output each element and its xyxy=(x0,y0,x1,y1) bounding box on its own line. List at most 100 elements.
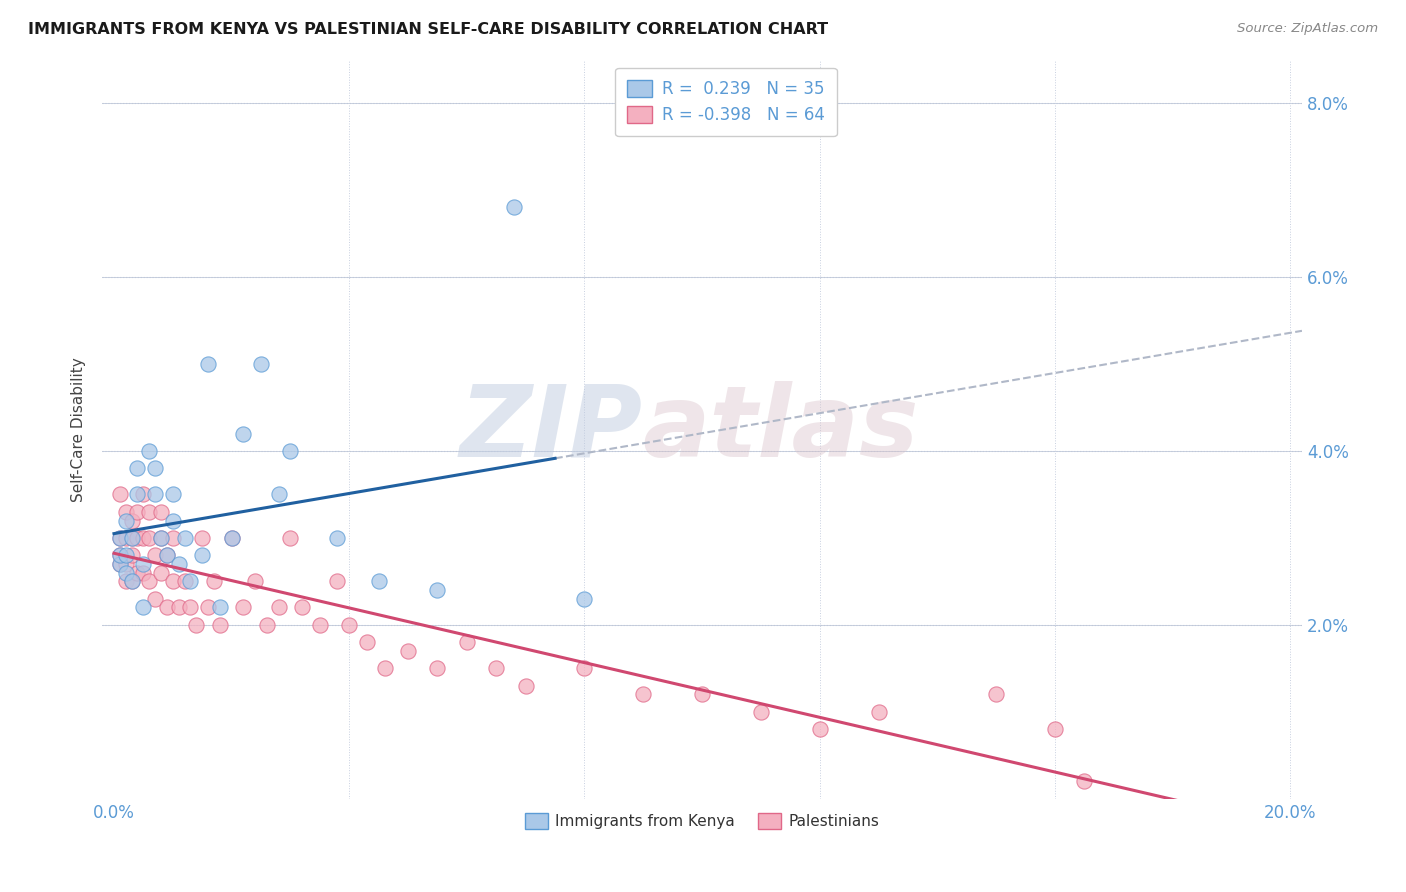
Point xyxy=(808,723,831,737)
Point xyxy=(108,557,131,571)
Point xyxy=(502,201,524,215)
Point xyxy=(121,514,143,528)
Point xyxy=(143,461,166,475)
Point xyxy=(150,505,173,519)
Point xyxy=(150,531,173,545)
Point xyxy=(108,557,131,571)
Point xyxy=(173,531,195,545)
Point xyxy=(356,635,378,649)
Point xyxy=(1043,723,1066,737)
Point xyxy=(208,618,231,632)
Point xyxy=(108,531,131,545)
Point xyxy=(156,600,179,615)
Point xyxy=(396,644,419,658)
Point xyxy=(221,531,243,545)
Point xyxy=(127,461,149,475)
Point xyxy=(267,487,290,501)
Point xyxy=(162,514,184,528)
Point xyxy=(426,583,449,598)
Point xyxy=(108,531,131,545)
Point xyxy=(138,574,160,589)
Point xyxy=(690,688,713,702)
Point xyxy=(202,574,225,589)
Point xyxy=(485,661,508,675)
Point xyxy=(291,600,314,615)
Point xyxy=(232,426,254,441)
Point xyxy=(243,574,266,589)
Point xyxy=(167,557,190,571)
Point xyxy=(574,661,596,675)
Point xyxy=(456,635,478,649)
Point xyxy=(256,618,278,632)
Point xyxy=(114,574,136,589)
Point xyxy=(208,600,231,615)
Point xyxy=(191,531,214,545)
Point xyxy=(121,531,143,545)
Point xyxy=(114,531,136,545)
Point xyxy=(121,574,143,589)
Text: ZIP: ZIP xyxy=(460,381,643,478)
Point xyxy=(167,600,190,615)
Point xyxy=(173,574,195,589)
Point xyxy=(232,600,254,615)
Point xyxy=(162,487,184,501)
Point xyxy=(280,531,302,545)
Point xyxy=(138,444,160,458)
Point xyxy=(108,549,131,563)
Point xyxy=(367,574,389,589)
Point xyxy=(132,557,155,571)
Point xyxy=(114,505,136,519)
Point xyxy=(308,618,330,632)
Point xyxy=(337,618,360,632)
Point xyxy=(121,574,143,589)
Point xyxy=(150,566,173,580)
Point xyxy=(150,531,173,545)
Point xyxy=(114,557,136,571)
Point xyxy=(156,549,179,563)
Point xyxy=(191,549,214,563)
Point xyxy=(984,688,1007,702)
Point xyxy=(143,591,166,606)
Point xyxy=(114,514,136,528)
Point xyxy=(156,549,179,563)
Point xyxy=(132,531,155,545)
Point xyxy=(127,566,149,580)
Legend: Immigrants from Kenya, Palestinians: Immigrants from Kenya, Palestinians xyxy=(519,807,886,836)
Point xyxy=(108,549,131,563)
Point xyxy=(267,600,290,615)
Point xyxy=(197,600,219,615)
Point xyxy=(186,618,208,632)
Text: IMMIGRANTS FROM KENYA VS PALESTINIAN SELF-CARE DISABILITY CORRELATION CHART: IMMIGRANTS FROM KENYA VS PALESTINIAN SEL… xyxy=(28,22,828,37)
Point xyxy=(868,705,890,719)
Point xyxy=(426,661,449,675)
Point xyxy=(326,574,349,589)
Point xyxy=(250,357,273,371)
Point xyxy=(114,549,136,563)
Point xyxy=(114,566,136,580)
Point xyxy=(143,487,166,501)
Point xyxy=(132,566,155,580)
Point xyxy=(127,505,149,519)
Y-axis label: Self-Care Disability: Self-Care Disability xyxy=(72,357,86,501)
Point xyxy=(179,574,201,589)
Point xyxy=(515,679,537,693)
Point xyxy=(132,487,155,501)
Point xyxy=(326,531,349,545)
Point xyxy=(197,357,219,371)
Point xyxy=(162,574,184,589)
Point xyxy=(373,661,395,675)
Point xyxy=(221,531,243,545)
Text: Source: ZipAtlas.com: Source: ZipAtlas.com xyxy=(1237,22,1378,36)
Point xyxy=(127,487,149,501)
Point xyxy=(138,505,160,519)
Point xyxy=(138,531,160,545)
Point xyxy=(749,705,772,719)
Point xyxy=(1073,774,1095,789)
Point xyxy=(179,600,201,615)
Point xyxy=(132,600,155,615)
Point xyxy=(108,487,131,501)
Text: atlas: atlas xyxy=(643,381,918,478)
Point xyxy=(127,531,149,545)
Point xyxy=(280,444,302,458)
Point xyxy=(121,531,143,545)
